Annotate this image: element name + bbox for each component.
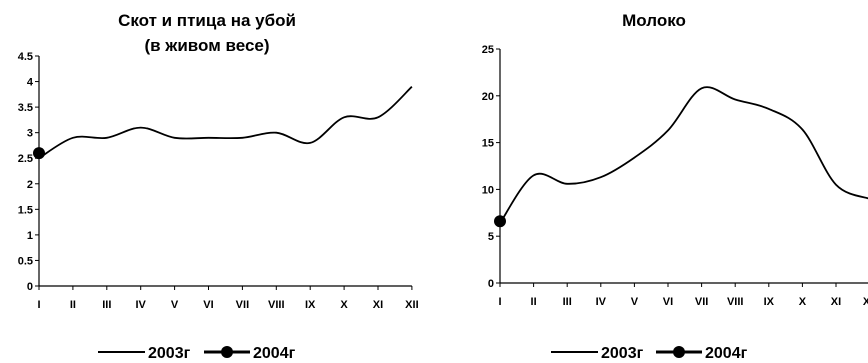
x-tick-label: XI [831,296,841,308]
x-tick-label: VIII [727,296,744,308]
y-tick-label: 25 [482,44,494,56]
cattle-poultry-chart: Скот и птица на убой (в живом весе) 2003… [18,11,419,362]
x-tick-label: X [799,296,807,308]
milk-chart: Молоко 2003г 2004г 0 5 10 15 20 25 I II III IV V VI… [434,0,868,363]
y-tick-label: 10 [482,184,494,196]
x-tick-label: III [102,299,111,311]
legend-label-2003: 2003г [601,345,644,362]
series-point-2004 [494,215,506,228]
legend-marker-2004 [673,346,685,358]
chart-title-line1: Скот и птица на убой [118,11,296,30]
x-tick-label: X [340,299,348,311]
x-tick-label: IX [305,299,316,311]
y-tick-label: 20 [482,91,494,103]
chart-legend: 2003г 2004г [551,345,748,362]
y-tick-label: 5 [488,231,494,243]
legend-label-2004: 2004г [253,345,296,362]
x-tick-label: VI [203,299,213,311]
y-tick-label: 0.5 [18,255,33,267]
series-line-2003 [499,86,868,224]
chart-title: Молоко [622,11,686,30]
cattle-poultry-chart-svg: Скот и птица на убой (в живом весе) 2003… [18,11,419,362]
chart-title-line2: (в живом весе) [144,36,269,55]
x-tick-label: IV [135,299,146,311]
y-tick-label: 2 [27,179,33,191]
legend-marker-2004 [221,346,233,358]
x-tick-label: I [37,299,40,311]
series-line-2003 [38,86,413,159]
series-point-2004 [33,147,45,160]
x-tick-label: XI [373,299,383,311]
legend-label-2004: 2004г [705,345,748,362]
y-tick-label: 2.5 [18,153,33,165]
x-tick-label: II [531,296,537,308]
x-tick-label: II [70,299,76,311]
y-tick-label: 0 [27,281,33,293]
x-tick-label: IV [596,296,607,308]
y-tick-label: 3 [27,128,33,140]
x-tick-label: V [631,296,639,308]
y-tick-label: 15 [482,138,494,150]
x-tick-label: I [498,296,501,308]
y-tick-label: 4.5 [18,51,33,63]
y-tick-label: 3.5 [18,102,33,114]
legend-label-2003: 2003г [148,345,191,362]
x-tick-label: XII [863,296,868,308]
x-tick-label: VII [695,296,708,308]
y-tick-label: 0 [488,278,494,290]
y-tick-label: 1 [27,230,33,242]
chart-legend: 2003г 2004г [98,345,296,362]
y-tick-label: 1.5 [18,204,33,216]
y-tick-label: 4 [27,77,34,89]
x-tick-label: XII [405,299,418,311]
x-tick-label: IX [764,296,775,308]
x-tick-label: V [171,299,179,311]
x-tick-label: VI [663,296,673,308]
x-tick-label: VIII [268,299,285,311]
x-tick-label: VII [236,299,249,311]
x-tick-label: III [563,296,572,308]
